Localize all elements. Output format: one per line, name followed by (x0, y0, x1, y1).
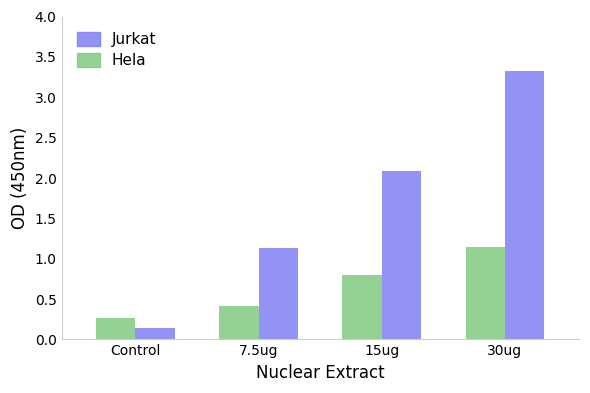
Legend: Jurkat, Hela: Jurkat, Hela (69, 24, 164, 76)
Bar (342, 275, 382, 340)
Bar (219, 306, 258, 340)
Bar (258, 248, 298, 340)
Bar (382, 171, 421, 340)
Bar (466, 247, 505, 340)
X-axis label: Nuclear Extract: Nuclear Extract (256, 364, 385, 382)
Y-axis label: OD (450nm): OD (450nm) (11, 127, 29, 229)
Bar (96, 318, 136, 340)
Bar (136, 328, 175, 340)
Bar (505, 71, 545, 340)
